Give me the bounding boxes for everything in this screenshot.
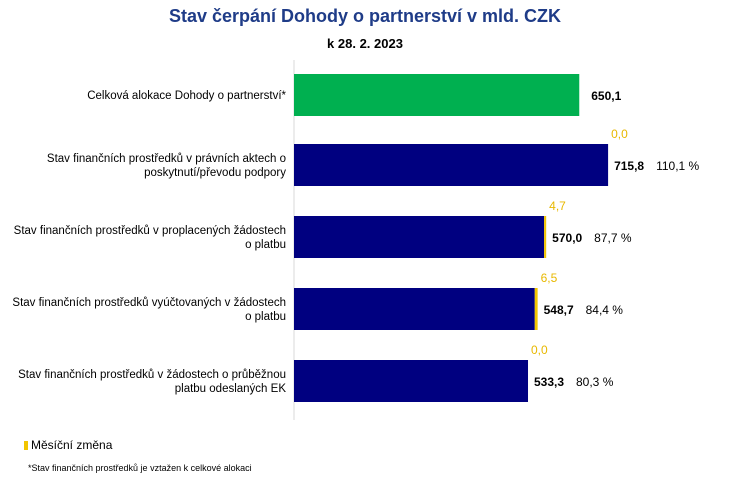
chart-subtitle: k 28. 2. 2023 [327, 36, 403, 51]
bar [294, 216, 545, 258]
percentage-label: 80,3 % [576, 375, 614, 389]
value-label: 570,0 [552, 231, 582, 245]
legend: Měsíční změna [24, 438, 112, 452]
percentage-label: 87,7 % [594, 231, 632, 245]
value-label: 548,7 [544, 303, 574, 317]
category-label: Stav finančních prostředků v právních ak… [47, 153, 286, 179]
chart-title: Stav čerpání Dohody o partnerství v mld.… [168, 6, 562, 26]
percentage-label: 110,1 % [656, 159, 699, 173]
percentage-label: 84,4 % [586, 303, 624, 317]
bar [294, 74, 580, 116]
bar [294, 360, 529, 402]
value-label: 650,1 [591, 89, 621, 103]
bars-layer: Celková alokace Dohody o partnerství* 650… [12, 74, 700, 402]
category-label: Celková alokace Dohody o partnerství* [87, 90, 286, 102]
monthly-change-label: 0,0 [611, 127, 628, 141]
monthly-change-label: 4,7 [549, 199, 566, 213]
category-label: Stav finančních prostředků v proplacenýc… [14, 225, 286, 251]
monthly-change-label: 0,0 [531, 343, 548, 357]
bar [294, 144, 609, 186]
monthly-change-bar [534, 288, 538, 330]
monthly-change-label: 6,5 [541, 271, 558, 285]
monthly-change-bar [544, 216, 547, 258]
value-label: 715,8 [614, 159, 644, 173]
category-label: Stav finančních prostředků v žádostech o… [18, 369, 286, 395]
legend-swatch-monthly-change [24, 440, 28, 450]
footnote: *Stav finančních prostředků je vztažen k… [28, 463, 252, 473]
category-label: Stav finančních prostředků vyúčtovaných … [12, 297, 286, 323]
legend-label: Měsíční změna [31, 438, 113, 452]
value-label: 533,3 [534, 375, 564, 389]
bar [294, 288, 535, 330]
